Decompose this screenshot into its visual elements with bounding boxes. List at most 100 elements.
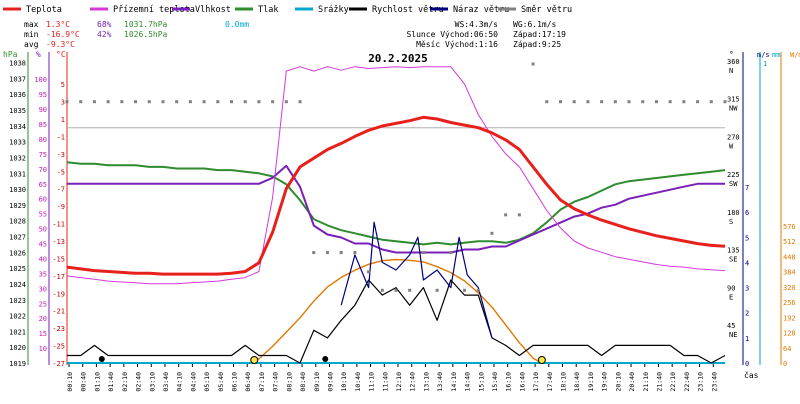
pressure-tick-label: 1020 [9,344,26,352]
legend-label: Tlak [258,5,278,15]
wind-tick-label: 5 [745,234,749,242]
temperature-tick-label: -11 [52,221,65,229]
direction-tick-compass: NW [729,105,738,113]
wind-direction-marker [545,100,549,104]
x-tick-label: 14:40 [464,372,472,392]
sunrise-text: Slunce Východ:06:50 [406,30,498,39]
axis-unit-ms: m/s [757,51,770,59]
x-tick-label: 23:40 [710,372,718,392]
wind-direction-marker [600,100,604,104]
moonset-text: Západ:9:25 [513,40,561,49]
direction-tick-compass: N [729,67,733,75]
wind-direction-marker [380,288,384,292]
humidity-tick-label: 15 [39,330,47,338]
series-line-solar-radiation [253,258,543,364]
humidity-tick-label: 90 [39,106,47,114]
pressure-tick-label: 1029 [9,202,26,210]
temperature-tick-label: -5 [57,168,65,176]
wind-direction-marker [682,100,686,104]
wind-direction-marker [134,100,138,104]
direction-tick-compass: SE [729,256,737,264]
wind-direction-marker [353,251,357,255]
wind-direction-marker [175,100,179,104]
humidity-tick-label: 70 [39,166,47,174]
temperature-tick-label: -17 [52,273,65,281]
x-tick-label: 23:10 [697,372,705,392]
pressure-tick-label: 1036 [9,91,26,99]
wind-direction-marker [435,288,439,292]
wind-direction-marker [504,213,508,217]
direction-tick-value: 90 [727,284,735,292]
legend-label: Přízemní teplota [113,5,195,15]
humidity-tick-label: 25 [39,300,47,308]
series-line-rychlost-vetru [67,279,726,364]
legend-label: Srážky [318,5,349,15]
stat-avg-temp: -9.3°C [46,40,75,49]
x-tick-label: 07:10 [258,372,266,392]
radiation-tick-label: 0 [783,360,787,368]
x-tick-label: 06:40 [244,372,252,392]
wind-direction-marker [188,100,192,104]
wind-direction-marker [421,251,425,255]
x-tick-label: 08:40 [299,372,307,392]
x-tick-label: 01:40 [107,372,115,392]
precip-tick-label: 1 [763,60,767,68]
x-tick-label: 05:10 [203,372,211,392]
temperature-tick-label: -7 [57,186,65,194]
moonset-marker [322,356,329,362]
x-tick-label: 11:40 [381,372,389,392]
pressure-tick-label: 1031 [9,170,26,178]
legend-label: Vlhkost [195,5,231,15]
x-tick-label: 19:10 [587,372,595,392]
pressure-tick-label: 1025 [9,265,26,273]
x-tick-label: 20:40 [628,372,636,392]
humidity-tick-label: 85 [39,121,47,129]
wind-direction-marker [65,100,69,104]
x-tick-label: 21:10 [642,372,650,392]
radiation-tick-label: 128 [783,330,796,338]
temperature-tick-label: -3 [57,151,65,159]
wind-direction-marker [312,251,316,255]
x-tick-label: 09:40 [326,372,334,392]
wind-direction-marker [147,100,151,104]
pressure-tick-label: 1030 [9,186,26,194]
humidity-tick-label: 60 [39,196,47,204]
direction-tick-value: 360 [727,58,740,66]
chart-title: 20.2.2025 [368,52,428,65]
direction-tick-value: 135 [727,247,740,255]
temperature-tick-label: -21 [52,308,65,316]
temperature-tick-label: 3 [61,99,65,107]
x-tick-label: 22:10 [669,372,677,392]
humidity-tick-label: 45 [39,241,47,249]
legend-label: Směr větru [521,5,572,15]
x-tick-label: 21:40 [655,372,663,392]
x-tick-label: 03:10 [148,372,156,392]
sunset-marker [537,356,546,364]
x-tick-label: 16:10 [505,372,513,392]
wind-tick-label: 3 [745,285,749,293]
wind-tick-label: 0 [745,360,749,368]
humidity-tick-label: 65 [39,181,47,189]
humidity-tick-label: 20 [39,315,47,323]
wind-direction-marker [339,251,343,255]
direction-tick-compass: W [729,142,734,150]
pressure-tick-label: 1034 [9,123,26,131]
humidity-tick-label: 80 [39,136,47,144]
x-tick-label: 11:10 [368,372,376,392]
radiation-tick-label: 576 [783,223,796,231]
x-tick-label: 03:40 [162,372,170,392]
wind-direction-marker [696,100,700,104]
wind-direction-marker [641,100,645,104]
wind-direction-marker [613,100,617,104]
pressure-tick-label: 1023 [9,297,26,305]
humidity-tick-label: 95 [39,91,47,99]
temperature-tick-label: -13 [52,238,65,246]
wind-direction-marker [572,100,576,104]
wind-direction-marker [517,213,521,217]
wind-direction-marker [668,100,672,104]
wind-direction-marker [490,231,494,235]
stat-label: max [24,20,39,29]
x-tick-label: 17:40 [546,372,554,392]
x-tick-label: 01:10 [93,372,101,392]
